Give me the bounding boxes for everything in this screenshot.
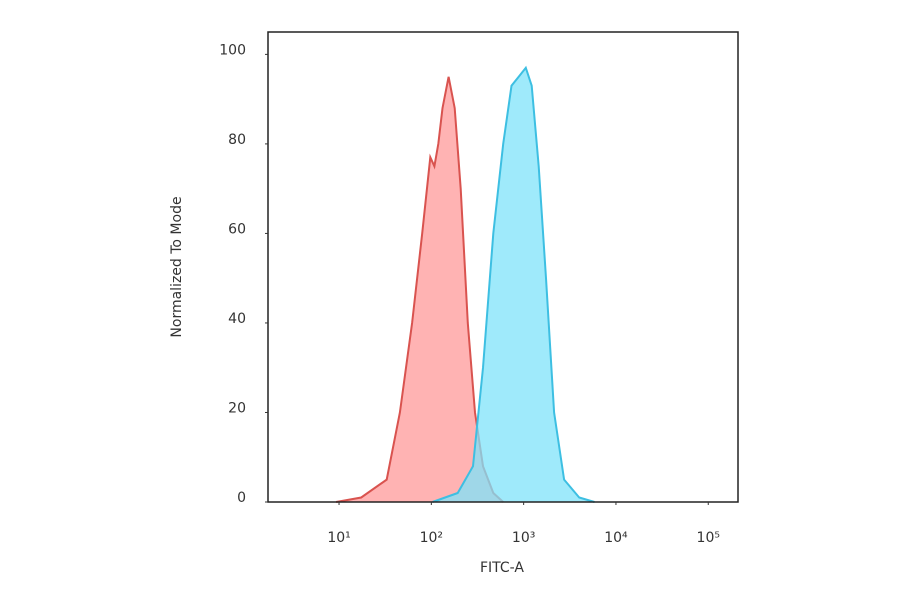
x-tick-label: 10³ (512, 530, 535, 546)
histogram-area (336, 76, 504, 503)
y-tick-label: 60 (228, 221, 246, 237)
y-tick-label: 100 (219, 42, 246, 58)
histogram-line (432, 65, 595, 503)
x-axis-label: FITC-A (480, 560, 524, 576)
y-axis-label: Normalized To Mode (169, 196, 185, 337)
x-tick-label: 10² (420, 530, 443, 546)
y-tick-label: 40 (228, 311, 246, 327)
y-tick-label: 0 (237, 490, 246, 506)
histogram-line (335, 76, 504, 503)
y-tick-label: 80 (228, 132, 246, 148)
x-tick-label: 10¹ (327, 530, 350, 546)
histogram-area (432, 67, 595, 503)
x-tick-label: 10⁵ (697, 530, 720, 546)
plot-frame (267, 31, 739, 503)
x-tick-label: 10⁴ (604, 530, 628, 546)
y-tick-label: 20 (228, 400, 246, 416)
